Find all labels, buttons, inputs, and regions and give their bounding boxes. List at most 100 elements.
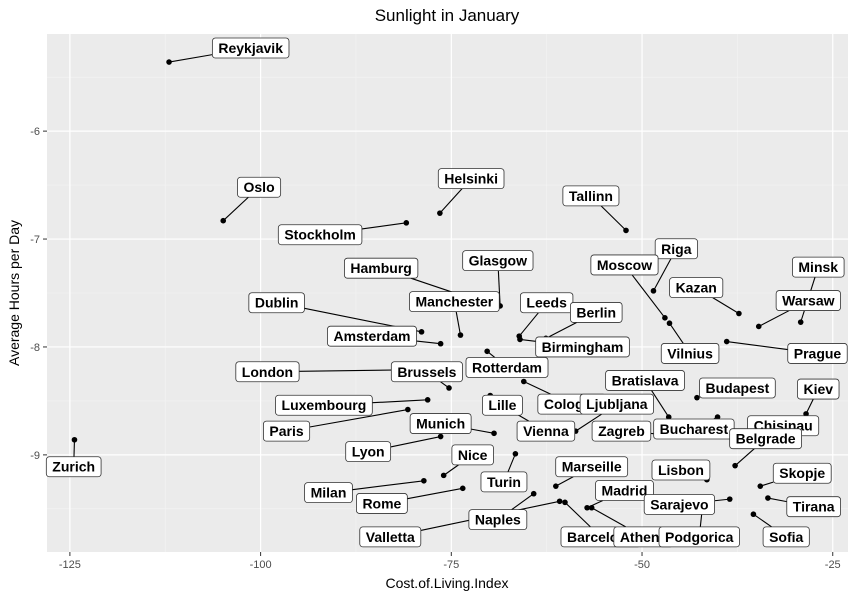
city-label-group: Helsinki xyxy=(437,168,505,190)
city-label-text: Glasgow xyxy=(469,253,527,269)
city-label-group: Bratislava xyxy=(605,370,685,391)
leader-line xyxy=(352,480,424,491)
city-label-group: Ljubljana xyxy=(579,393,654,415)
city-label-text: Munich xyxy=(416,416,465,432)
city-label-group: Paris xyxy=(263,420,311,442)
data-point xyxy=(726,496,733,502)
city-label-text: Athens xyxy=(620,529,668,545)
city-label-group: Glasgow xyxy=(462,250,534,272)
city-label-text: Kiev xyxy=(803,381,833,397)
leader-line xyxy=(309,409,408,428)
leader-line xyxy=(390,435,441,448)
data-point xyxy=(437,433,444,440)
city-label-box xyxy=(555,456,629,478)
city-label-box xyxy=(277,224,363,246)
city-label-group: Leeds xyxy=(520,292,574,314)
city-label-text: Birmingham xyxy=(542,339,624,355)
city-label-box xyxy=(327,325,417,347)
city-label-box xyxy=(651,459,711,481)
city-label-box xyxy=(356,493,408,514)
city-label-text: Lille xyxy=(488,397,516,413)
city-label-box xyxy=(263,420,311,442)
leader-line xyxy=(497,270,501,306)
city-label-text: Brussels xyxy=(397,364,456,380)
city-label-box xyxy=(762,526,810,548)
city-label-box xyxy=(237,176,282,198)
city-label-box xyxy=(462,250,534,272)
city-label-box xyxy=(562,185,620,207)
city-label-group: Tirana xyxy=(786,496,841,518)
leader-line xyxy=(591,507,627,528)
city-label-box xyxy=(211,37,290,59)
city-label-box xyxy=(797,378,840,400)
data-point xyxy=(650,288,657,294)
data-point xyxy=(484,348,490,355)
chart-title: Sunlight in January xyxy=(375,6,520,25)
x-axis-title: Cost.of.Living.Index xyxy=(386,575,509,591)
city-label-text: Zagreb xyxy=(598,423,645,439)
data-point xyxy=(694,394,700,401)
city-label-group: Stockholm xyxy=(277,224,363,246)
leader-line xyxy=(753,513,773,528)
city-label-group: Berlin xyxy=(570,302,623,323)
x-tick-label: -125 xyxy=(59,559,81,571)
city-label-box xyxy=(699,377,776,399)
leader-line xyxy=(545,321,578,339)
leader-line xyxy=(471,428,495,434)
city-label-group: London xyxy=(235,361,300,383)
city-label-group: Naples xyxy=(468,509,528,531)
city-label-text: Prague xyxy=(794,345,842,361)
city-label-text: Naples xyxy=(475,512,521,528)
city-label-box xyxy=(516,420,576,442)
city-label-text: Moscow xyxy=(597,257,652,273)
city-label-group: Brussels xyxy=(390,361,463,383)
data-point xyxy=(520,378,527,385)
city-label-group: Warsaw xyxy=(775,290,841,311)
city-label-text: Paris xyxy=(269,423,303,439)
city-label-group: Riga xyxy=(654,238,698,260)
data-point xyxy=(437,210,443,216)
city-label-text: Luxembourg xyxy=(282,397,367,413)
city-label-group: Turin xyxy=(480,471,528,493)
data-point xyxy=(803,411,809,417)
city-label-group: Rotterdam xyxy=(465,357,549,378)
city-label-box xyxy=(605,370,685,391)
leader-line xyxy=(361,222,407,230)
city-label-group: Lisbon xyxy=(651,459,711,481)
city-label-group: Sarajevo xyxy=(643,494,715,515)
city-label-text: Dublin xyxy=(255,295,299,311)
city-label-box xyxy=(45,456,102,478)
city-label-group: Luxembourg xyxy=(275,394,373,416)
leader-line xyxy=(222,196,249,222)
x-tick-label: -50 xyxy=(634,559,650,571)
city-label-text: Zurich xyxy=(52,459,95,475)
data-point xyxy=(220,217,227,224)
city-label-text: Tallinn xyxy=(569,188,613,204)
leader-line xyxy=(443,464,459,476)
data-point xyxy=(584,504,590,511)
city-label-group: Milan xyxy=(304,482,353,504)
city-label-box xyxy=(595,480,654,501)
leader-line xyxy=(523,380,551,395)
city-label-text: Minsk xyxy=(798,259,838,275)
city-label-group: Kazan xyxy=(669,277,724,299)
leader-line xyxy=(651,390,670,418)
leader-line xyxy=(372,399,428,404)
city-label-text: Warsaw xyxy=(782,293,835,309)
data-point xyxy=(714,414,721,420)
city-label-box xyxy=(570,302,623,323)
data-point xyxy=(757,483,764,489)
city-label-text: Lyon xyxy=(352,444,385,460)
city-label-group: Reykjavik xyxy=(211,37,290,59)
city-label-box xyxy=(792,256,845,278)
city-label-box xyxy=(465,357,549,378)
city-label-group: Lyon xyxy=(345,441,392,463)
city-label-box xyxy=(643,494,715,515)
city-label-text: Vilnius xyxy=(667,345,713,361)
data-point xyxy=(723,338,730,345)
city-label-group: Athens xyxy=(613,526,674,548)
city-label-text: Hamburg xyxy=(350,260,411,276)
city-label-box xyxy=(772,462,832,484)
data-point xyxy=(166,59,172,65)
city-label-group: Lille xyxy=(482,394,523,416)
